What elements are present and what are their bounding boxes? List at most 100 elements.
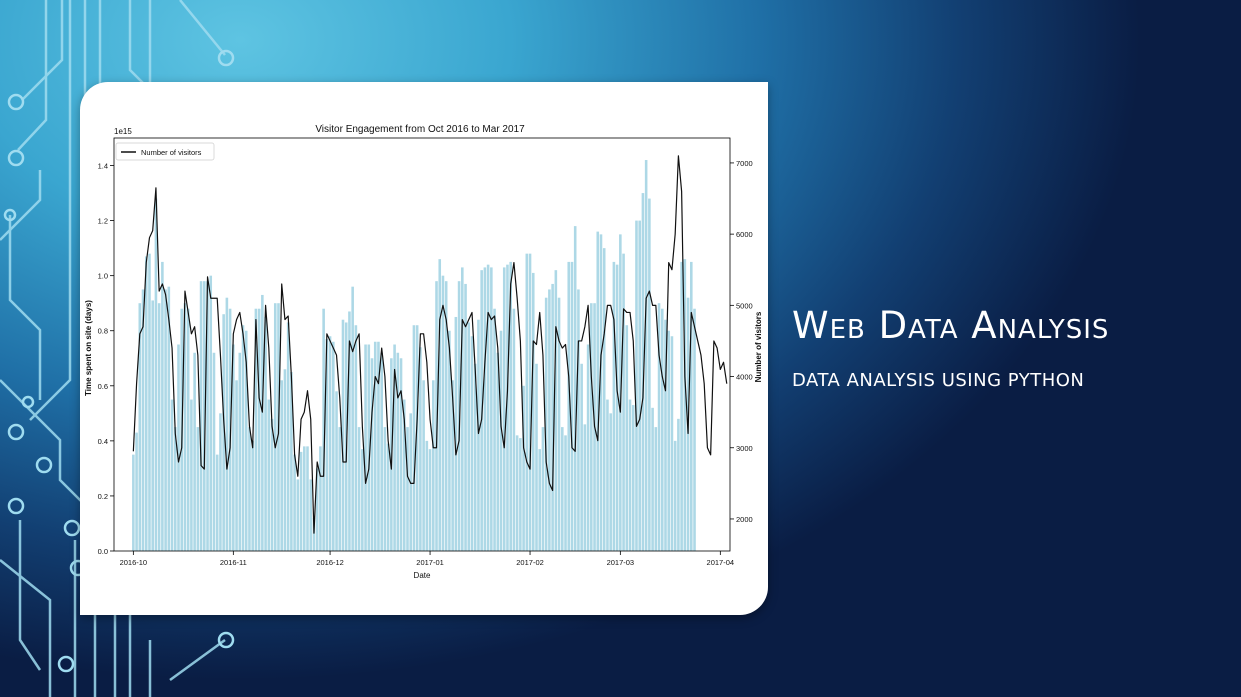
bar <box>377 341 380 551</box>
y-tick-label: 0.0 <box>98 547 108 556</box>
bar <box>235 380 238 551</box>
bar <box>196 427 200 551</box>
bar <box>254 308 258 551</box>
bar <box>332 341 335 551</box>
bar <box>435 281 438 551</box>
bar <box>344 322 348 551</box>
bar <box>193 352 196 551</box>
bar <box>154 198 158 551</box>
bar <box>457 281 461 551</box>
bar <box>422 380 425 551</box>
bar <box>477 319 480 551</box>
bar <box>525 253 529 551</box>
bar <box>161 261 164 551</box>
bar <box>461 267 464 551</box>
bar <box>138 303 142 551</box>
y-tick-label: 1.2 <box>98 217 108 226</box>
y-tick-label: 0.2 <box>98 492 108 501</box>
bar <box>483 267 487 551</box>
y2-tick-label: 7000 <box>736 159 753 168</box>
bar <box>215 454 219 551</box>
bar <box>428 449 432 551</box>
bar <box>312 517 316 551</box>
bar <box>264 316 267 551</box>
bar <box>628 399 632 551</box>
x-tick-label: 2017-04 <box>707 558 735 567</box>
bar <box>664 319 667 551</box>
legend-box <box>115 142 215 161</box>
bar <box>638 220 641 551</box>
line-series <box>132 155 728 534</box>
bar <box>173 427 177 551</box>
bar <box>509 261 512 551</box>
bar <box>238 352 242 551</box>
bar <box>551 283 554 551</box>
bar <box>309 479 313 551</box>
bar <box>648 198 651 551</box>
bar <box>406 427 409 551</box>
bar <box>567 261 571 551</box>
bar <box>367 344 371 551</box>
bar <box>493 308 496 551</box>
bar <box>506 264 509 551</box>
bar <box>496 352 500 551</box>
bar <box>619 234 622 551</box>
bar <box>290 372 293 551</box>
bar <box>606 399 609 551</box>
bar <box>519 438 522 551</box>
y-tick-label: 1.0 <box>98 272 108 281</box>
bar <box>328 336 332 551</box>
y-axis-ticks: 0.0 0.2 0.4 0.6 0.8 1.0 1.2 1.4 <box>98 162 114 556</box>
bar <box>186 308 190 551</box>
bar <box>167 286 171 551</box>
bar <box>141 289 145 551</box>
y2-tick-label: 3000 <box>736 444 753 453</box>
bar <box>512 308 516 551</box>
bar <box>670 336 674 551</box>
bar <box>319 446 322 551</box>
bar <box>473 363 477 551</box>
bar <box>164 289 167 551</box>
y2-axis-label: Number of visitors <box>754 311 763 382</box>
bar <box>554 270 558 551</box>
chart-title: Visitor Engagement from Oct 2016 to Mar … <box>315 124 525 135</box>
bar <box>380 352 383 551</box>
x-tick-label: 2016-12 <box>316 558 344 567</box>
bar <box>580 363 583 551</box>
bar <box>486 264 490 551</box>
bar <box>535 363 538 551</box>
x-tick-label: 2016-11 <box>220 558 247 567</box>
bar <box>586 344 590 551</box>
bar <box>157 303 161 551</box>
bar <box>590 303 593 551</box>
bar <box>325 338 329 551</box>
bar <box>577 289 580 551</box>
bar <box>383 427 387 551</box>
bar <box>270 418 274 551</box>
bar <box>635 220 638 551</box>
bar <box>693 308 696 551</box>
bar <box>203 281 206 551</box>
bar <box>690 261 693 551</box>
bar <box>425 440 429 551</box>
bar <box>280 380 283 551</box>
slide-subtitle: DATA ANALYSIS USING PYTHON <box>792 370 1085 391</box>
slide-title: Web Data Analysis <box>792 304 1110 347</box>
bar <box>660 308 664 551</box>
y2-tick-label: 6000 <box>736 230 753 239</box>
bar <box>373 341 377 551</box>
bar <box>144 256 148 551</box>
bar <box>232 344 235 551</box>
bar <box>335 391 338 551</box>
bar <box>544 297 548 551</box>
bar <box>299 451 303 551</box>
plot-frame <box>113 137 731 552</box>
bar <box>415 325 419 551</box>
bar <box>302 446 306 551</box>
bar <box>351 286 354 551</box>
bar <box>364 344 367 551</box>
bar <box>609 413 612 551</box>
bar <box>251 440 254 551</box>
bar <box>354 325 358 551</box>
bar-series <box>132 160 696 552</box>
